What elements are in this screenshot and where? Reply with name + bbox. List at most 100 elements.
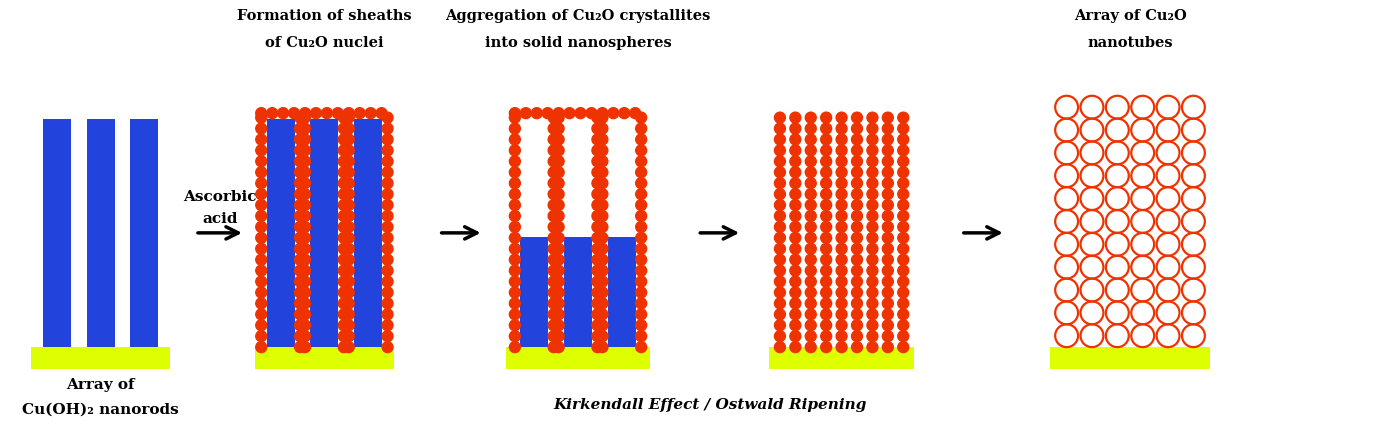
Circle shape: [531, 108, 542, 120]
Circle shape: [790, 211, 801, 222]
Circle shape: [592, 200, 603, 211]
Circle shape: [299, 113, 310, 124]
Circle shape: [299, 244, 310, 255]
Circle shape: [774, 287, 785, 298]
Circle shape: [837, 342, 847, 353]
Circle shape: [548, 320, 559, 331]
Circle shape: [338, 124, 349, 135]
Circle shape: [837, 189, 847, 200]
Circle shape: [366, 108, 377, 120]
Circle shape: [596, 108, 607, 120]
Circle shape: [509, 309, 520, 320]
Circle shape: [619, 108, 630, 120]
Circle shape: [382, 178, 393, 189]
Circle shape: [338, 320, 349, 331]
Circle shape: [837, 244, 847, 255]
Circle shape: [837, 266, 847, 276]
Circle shape: [635, 124, 646, 135]
Circle shape: [867, 146, 878, 157]
Circle shape: [338, 309, 349, 320]
Circle shape: [867, 124, 878, 135]
Circle shape: [867, 178, 878, 189]
Circle shape: [548, 342, 559, 353]
Circle shape: [548, 309, 559, 320]
Text: nanotubes: nanotubes: [1087, 36, 1173, 50]
Circle shape: [299, 309, 310, 320]
Circle shape: [338, 113, 349, 124]
Circle shape: [548, 178, 559, 189]
Circle shape: [382, 146, 393, 157]
Circle shape: [883, 244, 894, 255]
Circle shape: [898, 124, 909, 135]
Circle shape: [382, 157, 393, 167]
Circle shape: [509, 222, 520, 233]
Circle shape: [548, 233, 559, 244]
Circle shape: [592, 146, 603, 157]
Circle shape: [289, 108, 299, 120]
Circle shape: [790, 178, 801, 189]
Circle shape: [820, 233, 831, 244]
Bar: [506, 347, 651, 369]
Circle shape: [338, 211, 349, 222]
Circle shape: [820, 331, 831, 342]
Circle shape: [295, 266, 306, 276]
Circle shape: [867, 309, 878, 320]
Circle shape: [867, 244, 878, 255]
Circle shape: [635, 135, 646, 146]
Circle shape: [596, 178, 607, 189]
Circle shape: [553, 222, 564, 233]
Circle shape: [343, 135, 354, 146]
Circle shape: [630, 108, 641, 120]
Circle shape: [867, 189, 878, 200]
Circle shape: [256, 276, 267, 287]
Circle shape: [790, 342, 801, 353]
Circle shape: [299, 342, 310, 353]
Circle shape: [382, 113, 393, 124]
Circle shape: [774, 298, 785, 309]
Circle shape: [553, 244, 564, 255]
Circle shape: [790, 287, 801, 298]
Circle shape: [635, 255, 646, 266]
Circle shape: [592, 233, 603, 244]
Circle shape: [837, 233, 847, 244]
Circle shape: [553, 200, 564, 211]
Circle shape: [790, 113, 801, 124]
Circle shape: [592, 167, 603, 178]
Circle shape: [867, 342, 878, 353]
Circle shape: [837, 320, 847, 331]
Circle shape: [596, 113, 607, 124]
Circle shape: [548, 276, 559, 287]
Circle shape: [635, 309, 646, 320]
Circle shape: [852, 287, 862, 298]
Circle shape: [343, 276, 354, 287]
Circle shape: [382, 266, 393, 276]
Circle shape: [509, 189, 520, 200]
Circle shape: [867, 135, 878, 146]
Circle shape: [883, 189, 894, 200]
Circle shape: [820, 157, 831, 167]
Circle shape: [256, 146, 267, 157]
Circle shape: [295, 276, 306, 287]
Circle shape: [338, 244, 349, 255]
Circle shape: [548, 124, 559, 135]
Circle shape: [553, 331, 564, 342]
Circle shape: [548, 222, 559, 233]
Circle shape: [805, 124, 816, 135]
Circle shape: [592, 178, 603, 189]
Circle shape: [509, 276, 520, 287]
Circle shape: [774, 211, 785, 222]
Circle shape: [553, 298, 564, 309]
Circle shape: [805, 146, 816, 157]
Circle shape: [553, 342, 564, 353]
Circle shape: [548, 244, 559, 255]
Circle shape: [867, 255, 878, 266]
Circle shape: [592, 157, 603, 167]
Circle shape: [790, 189, 801, 200]
Circle shape: [635, 189, 646, 200]
Circle shape: [774, 135, 785, 146]
Circle shape: [592, 276, 603, 287]
Bar: [31, 347, 170, 369]
Circle shape: [509, 244, 520, 255]
Circle shape: [256, 189, 267, 200]
Circle shape: [790, 309, 801, 320]
